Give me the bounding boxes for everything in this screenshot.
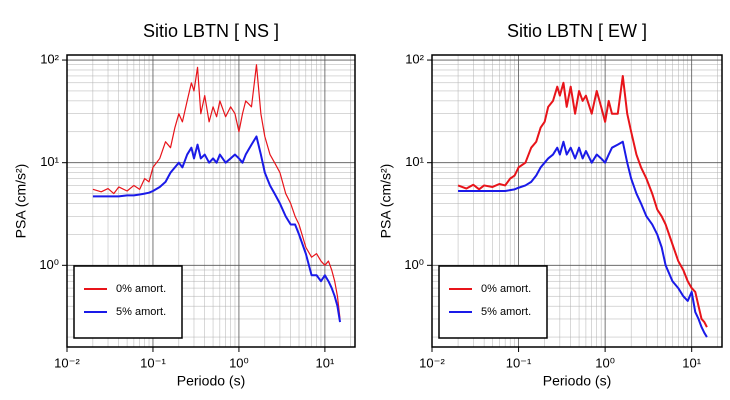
x-tick-label: 10¹ <box>315 355 334 370</box>
chart-title: Sitio LBTN [ NS ] <box>143 21 279 41</box>
plot-frame <box>66 54 356 348</box>
x-axis-label: Periodo (s) <box>177 373 245 389</box>
x-tick-label: 10⁻² <box>54 355 80 370</box>
legend-label: 5% amort. <box>116 306 166 318</box>
legend-box <box>73 265 183 339</box>
legend-label: 5% amort. <box>481 306 531 318</box>
y-tick-label: 10¹ <box>40 154 59 169</box>
series-line <box>458 140 708 338</box>
series-line <box>92 135 342 323</box>
y-tick-label: 10² <box>40 51 59 66</box>
x-axis-label: Periodo (s) <box>543 373 611 389</box>
y-tick-label: 10⁰ <box>404 257 424 272</box>
y-tick-label: 10⁰ <box>39 257 59 272</box>
y-axis-label: PSA (cm/s²) <box>378 164 394 239</box>
legend-box <box>438 265 548 339</box>
x-tick-label: 10⁰ <box>595 355 615 370</box>
x-tick-label: 10⁻¹ <box>140 355 166 370</box>
x-tick-label: 10⁰ <box>229 355 249 370</box>
chart-title: Sitio LBTN [ EW ] <box>507 21 647 41</box>
series-line <box>92 64 341 320</box>
y-axis-label: PSA (cm/s²) <box>13 164 29 239</box>
plot-frame <box>431 54 723 348</box>
x-tick-label: 10¹ <box>682 355 701 370</box>
legend-label: 0% amort. <box>116 283 166 295</box>
y-tick-label: 10² <box>405 51 424 66</box>
legend-label: 0% amort. <box>481 283 531 295</box>
x-tick-label: 10⁻¹ <box>506 355 532 370</box>
series-line <box>457 74 708 328</box>
x-tick-label: 10⁻² <box>419 355 445 370</box>
y-tick-label: 10¹ <box>405 154 424 169</box>
